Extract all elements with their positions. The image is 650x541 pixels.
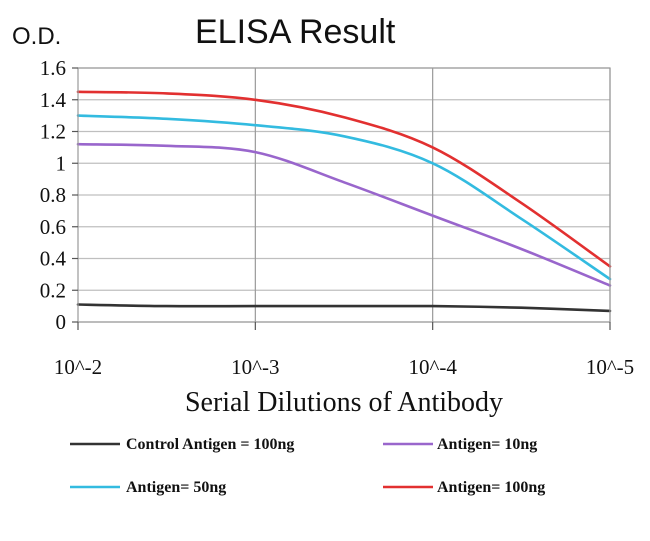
series-line-0 bbox=[76, 303, 612, 313]
y-tick-label: 1.2 bbox=[40, 120, 66, 144]
x-tick-label: 10^-2 bbox=[54, 355, 102, 379]
y-tick-labels: 0 0.2 0.4 0.6 0.8 1 1.2 1.4 1.6 bbox=[40, 56, 67, 334]
legend: Control Antigen = 100ng Antigen= 10ng Anti… bbox=[70, 436, 545, 496]
axes bbox=[72, 67, 611, 330]
y-tick-label: 1 bbox=[56, 151, 67, 175]
x-tick-label: 10^-3 bbox=[231, 355, 279, 379]
series-line-3 bbox=[76, 90, 612, 268]
y-tick-label: 0 bbox=[56, 310, 67, 334]
legend-label-2: Antigen= 50ng bbox=[126, 479, 226, 496]
series-line-2 bbox=[76, 114, 612, 281]
y-tick-label: 1.6 bbox=[40, 56, 66, 80]
x-tick-label: 10^-4 bbox=[408, 355, 457, 379]
y-tick-label: 0.6 bbox=[40, 215, 66, 239]
legend-label-1: Antigen= 10ng bbox=[437, 436, 537, 453]
grid bbox=[78, 67, 611, 323]
plot-lines bbox=[76, 90, 612, 313]
x-tick-labels: 10^-2 10^-3 10^-4 10^-5 bbox=[54, 355, 634, 379]
legend-label-3: Antigen= 100ng bbox=[437, 479, 545, 496]
x-tick-label: 10^-5 bbox=[586, 355, 634, 379]
y-tick-label: 0.8 bbox=[40, 183, 66, 207]
y-axis-label: O.D. bbox=[12, 23, 61, 50]
series-line-1 bbox=[76, 142, 612, 287]
chart-title: ELISA Result bbox=[195, 13, 396, 51]
y-tick-label: 1.4 bbox=[40, 88, 67, 112]
x-axis-label: Serial Dilutions of Antibody bbox=[185, 387, 503, 418]
legend-label-0: Control Antigen = 100ng bbox=[126, 436, 294, 453]
y-tick-label: 0.4 bbox=[40, 247, 67, 271]
y-tick-label: 0.2 bbox=[40, 278, 66, 302]
